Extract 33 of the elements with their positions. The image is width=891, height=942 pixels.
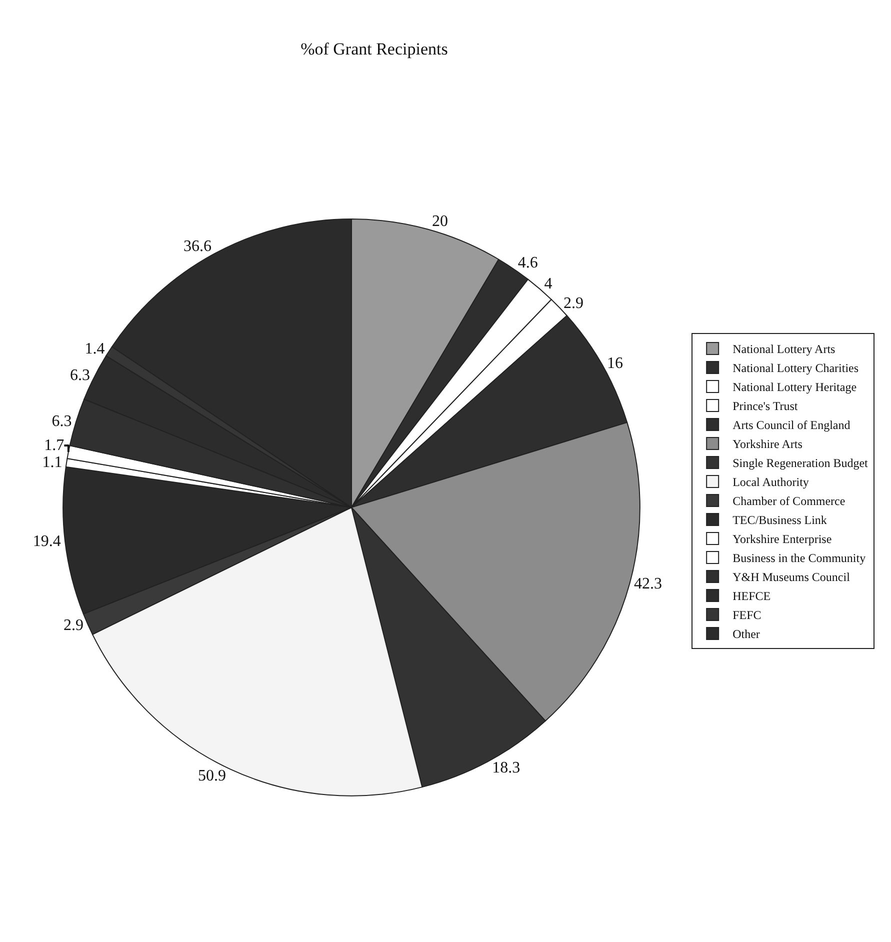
legend-label: FEFC: [732, 608, 762, 622]
data-label: 6.3: [52, 412, 72, 430]
data-label: 1.7: [44, 436, 64, 454]
legend-label: National Lottery Charities: [732, 361, 859, 376]
data-label: 4.6: [518, 254, 538, 272]
legend-label: National Lottery Heritage: [732, 380, 857, 394]
legend-label: National Lottery Arts: [732, 342, 836, 356]
data-label: 4: [544, 276, 552, 293]
legend-label: Single Regeneration Budget: [732, 456, 869, 470]
legend-label: Other: [732, 627, 760, 642]
data-label: 1.1: [42, 454, 62, 471]
data-label: 42.3: [634, 576, 662, 593]
data-label: 18.3: [492, 760, 520, 777]
legend-label: Business in the Community: [732, 551, 866, 566]
data-label: 1.4: [84, 340, 105, 358]
legend-label: Yorkshire Arts: [732, 437, 803, 452]
legend-label: TEC/Business Link: [732, 513, 827, 528]
legend-label: Local Authority: [732, 475, 809, 490]
data-label: 19.4: [32, 533, 61, 550]
legend-label: Yorkshire Enterprise: [732, 532, 832, 546]
legend-label: Arts Council of England: [732, 418, 850, 432]
legend-label: Chamber of Commerce: [732, 494, 846, 508]
data-label: 16: [606, 355, 623, 372]
data-label: 2.9: [64, 617, 84, 634]
legend-label: HEFCE: [732, 589, 771, 604]
data-label: 6.3: [70, 366, 90, 384]
legend-label: Y&H Museums Council: [732, 570, 851, 584]
legend-label: Prince's Trust: [732, 399, 798, 414]
data-label: 36.6: [184, 238, 212, 255]
chart-title: %of Grant Recipients: [300, 39, 448, 58]
data-label: 50.9: [198, 768, 226, 785]
data-label: 20: [432, 212, 448, 230]
data-label: 2.9: [564, 294, 584, 312]
